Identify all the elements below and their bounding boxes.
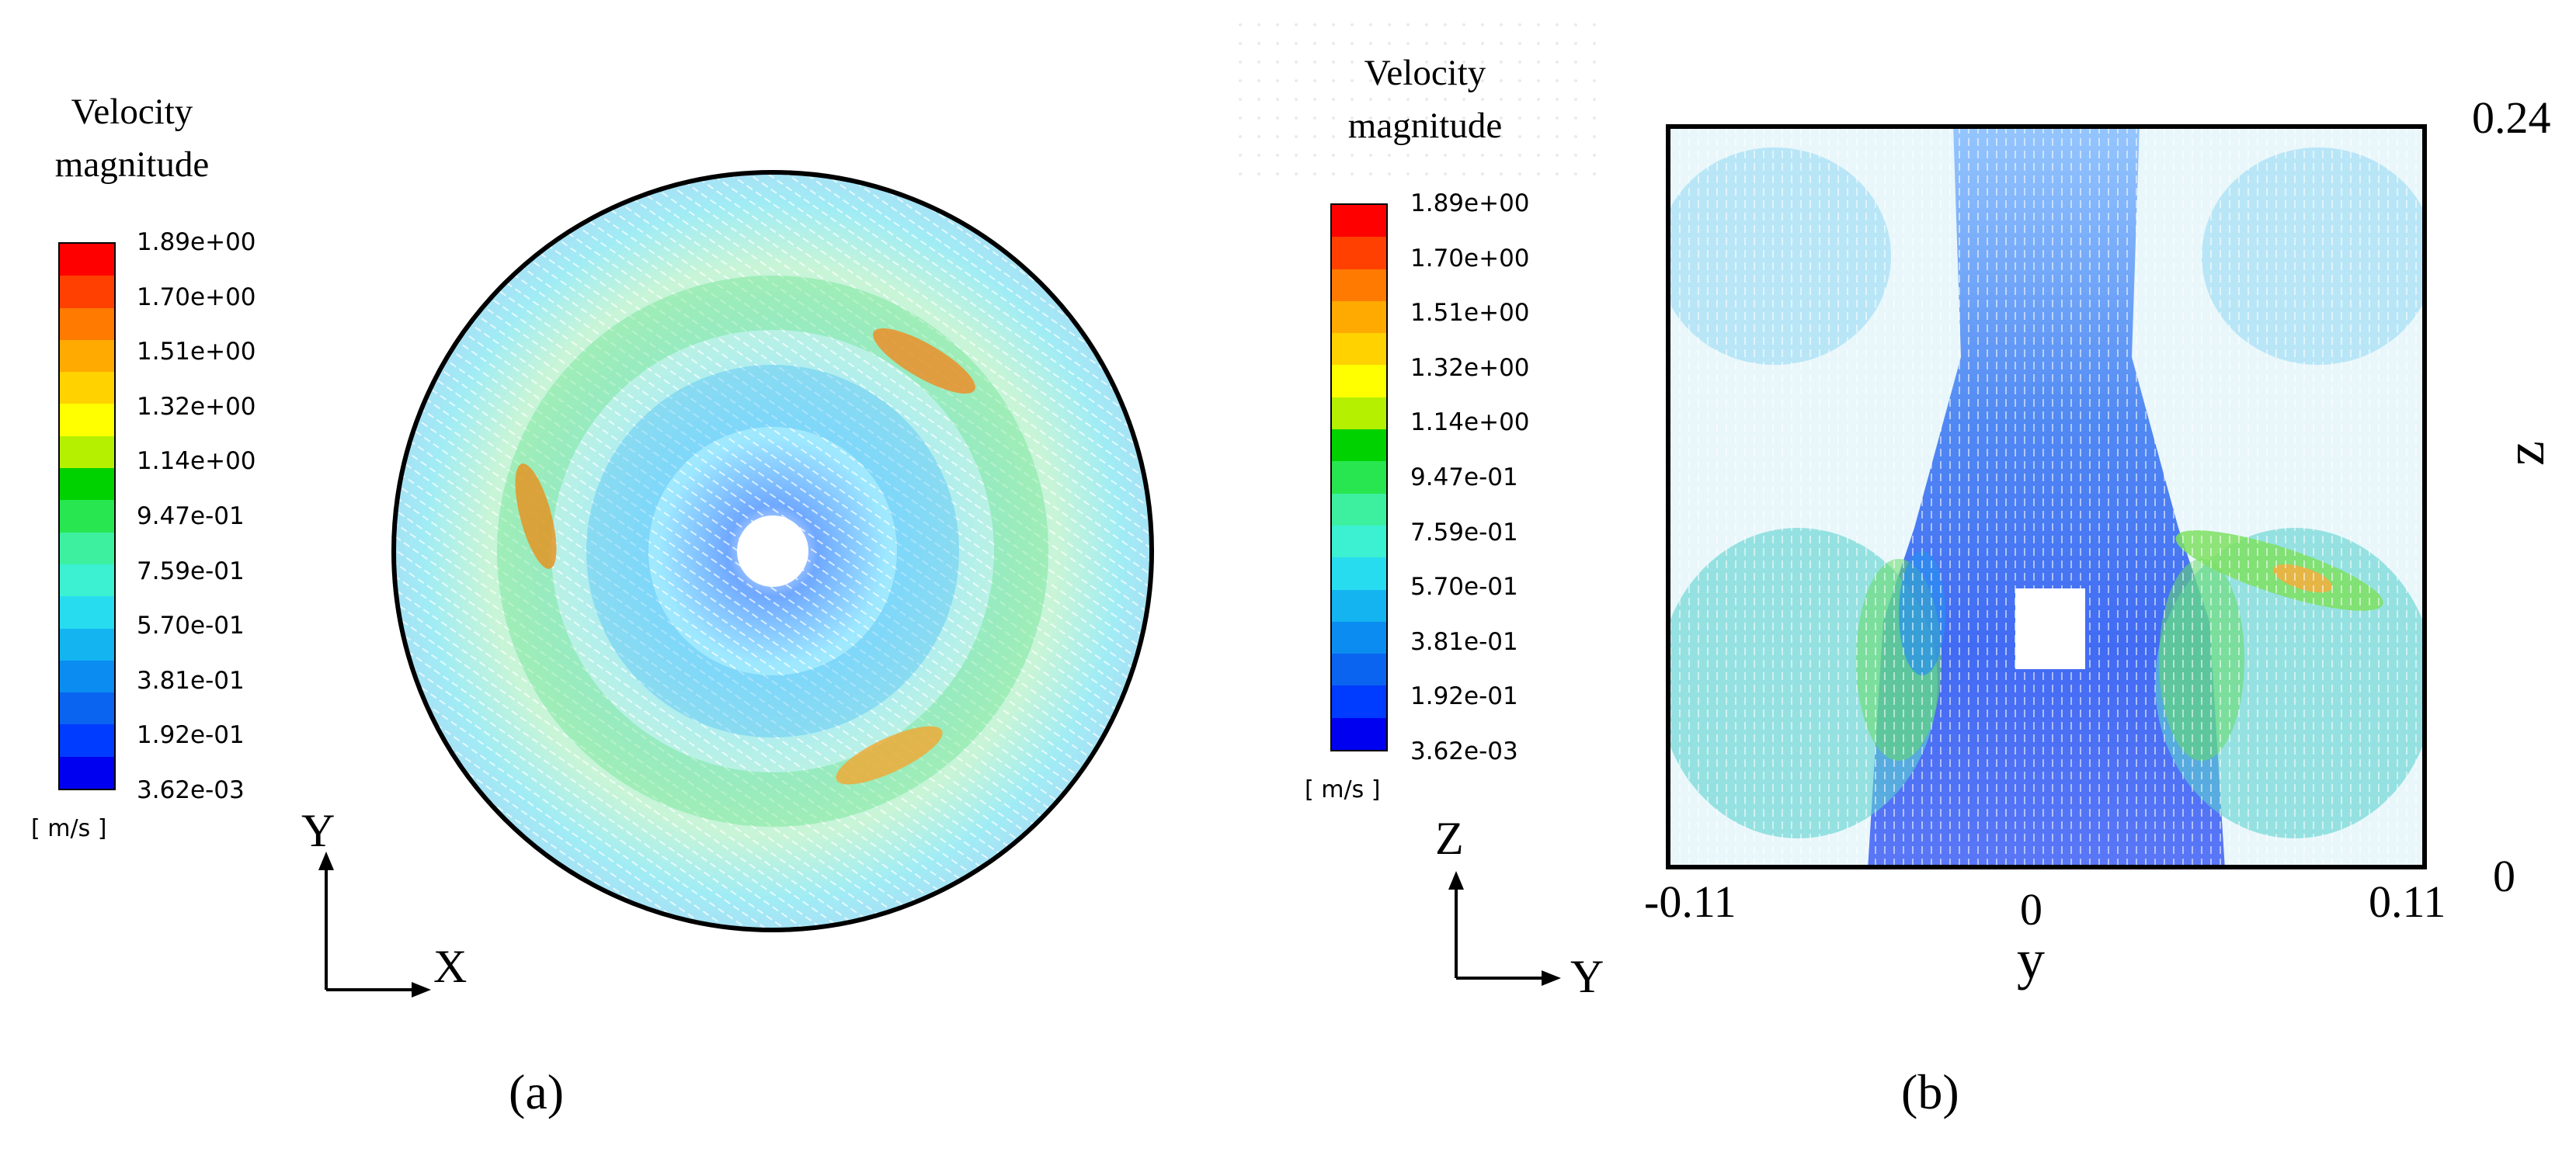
colorbar-a-segment — [60, 307, 114, 341]
colorbar-b-title-line2: magnitude — [1347, 106, 1503, 146]
panel-label-b: (b) — [1901, 1064, 1959, 1119]
colorbar-a-tick-label: 1.32e+00 — [137, 392, 256, 421]
colorbar-b-segment — [1332, 557, 1386, 591]
hot-zone-lower-right — [836, 726, 943, 785]
colorbar-b-segment — [1332, 237, 1386, 270]
axis-label-y-a: Y — [301, 805, 335, 856]
velocity-vector-plot-side-view — [1666, 124, 2427, 869]
colorbar-b-segment — [1332, 654, 1386, 686]
colorbar-a-segment — [60, 692, 114, 725]
colorbar-a-tick-label: 9.47e-01 — [137, 502, 245, 530]
colorbar-b-segment — [1332, 621, 1386, 654]
colorbar-b-tick-label: 3.62e-03 — [1410, 737, 1518, 765]
colorbar-b-tick-label: 1.14e+00 — [1410, 408, 1530, 437]
colorbar-b-tick-label: 1.32e+00 — [1410, 353, 1530, 382]
colorbar-a-unit: [ m/s ] — [31, 815, 107, 842]
colorbar-b-tick-label: 1.51e+00 — [1410, 299, 1530, 328]
colorbar-b-segment — [1332, 205, 1386, 238]
axes-icon-xy — [318, 852, 431, 998]
y-tick-left: -0.11 — [1644, 876, 1736, 927]
colorbar-a-labels: 1.89e+00 1.70e+00 1.51e+00 1.32e+00 1.14e+00… — [137, 228, 292, 804]
colorbar-a — [58, 242, 116, 790]
colorbar-a-title: Velocity magnitude — [8, 85, 256, 191]
impeller-hub — [2015, 588, 2085, 669]
z-tick-top: 0.24 — [2472, 92, 2551, 143]
axis-label-y-b: Y — [1570, 951, 1604, 1002]
colorbar-a-segment — [60, 564, 114, 597]
x-axis-title-b: y — [2017, 928, 2045, 991]
colorbar-b-segment — [1332, 685, 1386, 719]
colorbar-b-tick-label: 7.59e-01 — [1410, 518, 1518, 547]
plot-frame — [1666, 124, 2427, 869]
colorbar-b-segment — [1332, 461, 1386, 494]
colorbar-b-tick-label: 1.92e-01 — [1410, 682, 1518, 711]
colorbar-a-title-line1: Velocity — [71, 92, 193, 132]
colorbar-b-title-line1: Velocity — [1364, 53, 1486, 93]
vector-texture-b — [1666, 124, 2427, 869]
colorbar-b-unit: [ m/s ] — [1305, 776, 1381, 803]
y-axis-title-b: z — [2494, 441, 2556, 466]
colorbar-b-segment — [1332, 717, 1386, 751]
y-tick-center: 0 — [2020, 884, 2042, 935]
axes-icon-zy — [1448, 871, 1561, 986]
colorbar-b-segment — [1332, 333, 1386, 366]
colorbar-b-segment — [1332, 493, 1386, 526]
colorbar-a-title-line2: magnitude — [54, 144, 210, 185]
colorbar-a-segment — [60, 404, 114, 437]
colorbar-a-tick-label: 7.59e-01 — [137, 557, 245, 585]
colorbar-a-tick-label: 3.81e-01 — [137, 666, 245, 695]
colorbar-b-segment — [1332, 300, 1386, 334]
axis-label-z-b: Z — [1435, 813, 1464, 864]
axis-label-x-a: X — [433, 941, 468, 992]
velocity-vector-plot-top-view — [391, 170, 1154, 932]
colorbar-a-segment — [60, 532, 114, 565]
colorbar-a-segment — [60, 660, 114, 693]
colorbar-a-tick-label: 1.70e+00 — [137, 283, 256, 311]
tank-wall — [391, 170, 1154, 932]
colorbar-a-tick-label: 1.14e+00 — [137, 447, 256, 476]
colorbar-a-segment — [60, 724, 114, 758]
colorbar-b-tick-label: 1.70e+00 — [1410, 244, 1530, 272]
colorbar-a-tick-label: 1.51e+00 — [137, 338, 256, 366]
colorbar-b-tick-label: 3.81e-01 — [1410, 627, 1518, 656]
colorbar-a-segment — [60, 339, 114, 373]
colorbar-a-segment — [60, 276, 114, 309]
colorbar-a-tick-label: 5.70e-01 — [137, 612, 245, 640]
colorbar-b-segment — [1332, 589, 1386, 623]
colorbar-a-segment — [60, 372, 114, 404]
green-swirl-band — [497, 276, 1048, 827]
colorbar-a-tick-label: 3.62e-03 — [137, 776, 245, 804]
colorbar-a-segment — [60, 596, 114, 630]
colorbar-a-tick-label: 1.92e-01 — [137, 721, 245, 750]
colorbar-b-labels: 1.89e+00 1.70e+00 1.51e+00 1.32e+00 1.14e+00… — [1410, 189, 1566, 765]
panel-label-a: (a) — [509, 1064, 565, 1119]
dotted-background — [1231, 16, 1604, 179]
hot-zone-left — [515, 463, 557, 569]
colorbar-a-segment — [60, 244, 114, 276]
colorbar-b-segment — [1332, 525, 1386, 558]
shaft-hole — [737, 515, 808, 587]
blue-inner-band — [586, 365, 959, 737]
colorbar-b-tick-label: 5.70e-01 — [1410, 573, 1518, 602]
colorbar-b-tick-label: 1.89e+00 — [1410, 189, 1530, 217]
colorbar-a-segment — [60, 756, 114, 789]
colorbar-a-segment — [60, 628, 114, 661]
y-tick-right: 0.11 — [2369, 876, 2446, 927]
colorbar-a-segment — [60, 435, 114, 469]
colorbar-a-tick-label: 1.89e+00 — [137, 228, 256, 256]
hot-zone-upper-right — [873, 328, 975, 394]
colorbar-b-title: Velocity magnitude — [1301, 47, 1549, 152]
colorbar-b-segment — [1332, 365, 1386, 398]
colorbar-b-segment — [1332, 429, 1386, 462]
colorbar-b-segment — [1332, 397, 1386, 430]
colorbar-b-tick-label: 9.47e-01 — [1410, 463, 1518, 491]
colorbar-a-segment — [60, 468, 114, 501]
colorbar-b-segment — [1332, 269, 1386, 302]
z-tick-bottom: 0 — [2493, 851, 2515, 901]
colorbar-b — [1330, 203, 1388, 751]
colorbar-a-segment — [60, 500, 114, 533]
